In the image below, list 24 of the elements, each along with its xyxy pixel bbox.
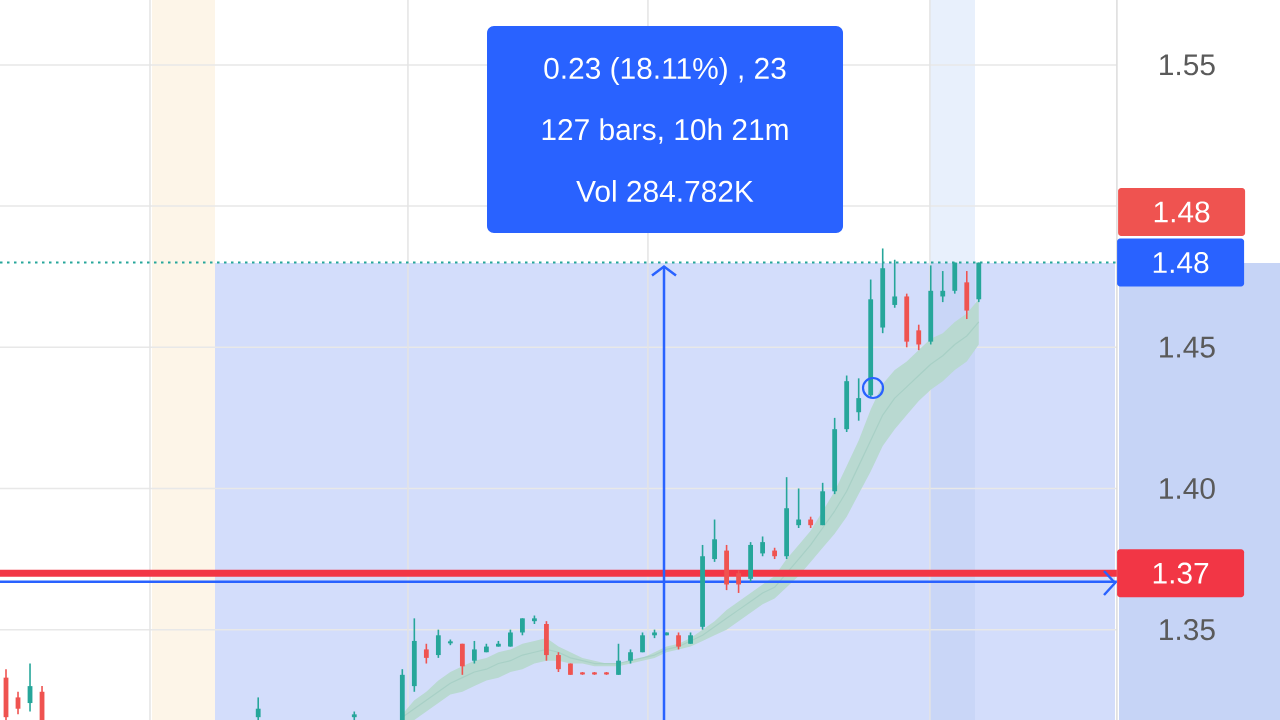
candlestick	[760, 535, 766, 558]
candlestick	[712, 518, 717, 563]
annotation: Vol 284.782K	[576, 180, 754, 202]
candlestick	[459, 642, 465, 676]
candlestick	[556, 651, 561, 673]
y-tick-label: 1.35	[1160, 619, 1215, 641]
candlestick	[255, 696, 261, 720]
annotation: 0.23 (18.11%) , 23	[544, 57, 786, 85]
y-tick-label: 1.40	[1160, 477, 1215, 500]
candlestick	[616, 642, 621, 676]
candlestick	[940, 270, 946, 303]
candlestick	[471, 640, 477, 665]
ref-line-label: 1.37	[1153, 562, 1209, 584]
candlestick	[435, 628, 441, 659]
candlestick	[856, 377, 862, 422]
ref-line-label: 1.48	[1153, 251, 1209, 274]
candlestick	[736, 569, 741, 594]
y-tick-label: 1.45	[1160, 336, 1215, 358]
candlestick	[423, 642, 429, 665]
candlestick	[916, 323, 922, 351]
annotation: 127 bars, 10h 21m	[542, 118, 788, 144]
y-tick-label: 1.55	[1160, 54, 1215, 76]
text: 1.48	[1154, 201, 1210, 223]
candlestick	[796, 487, 802, 529]
